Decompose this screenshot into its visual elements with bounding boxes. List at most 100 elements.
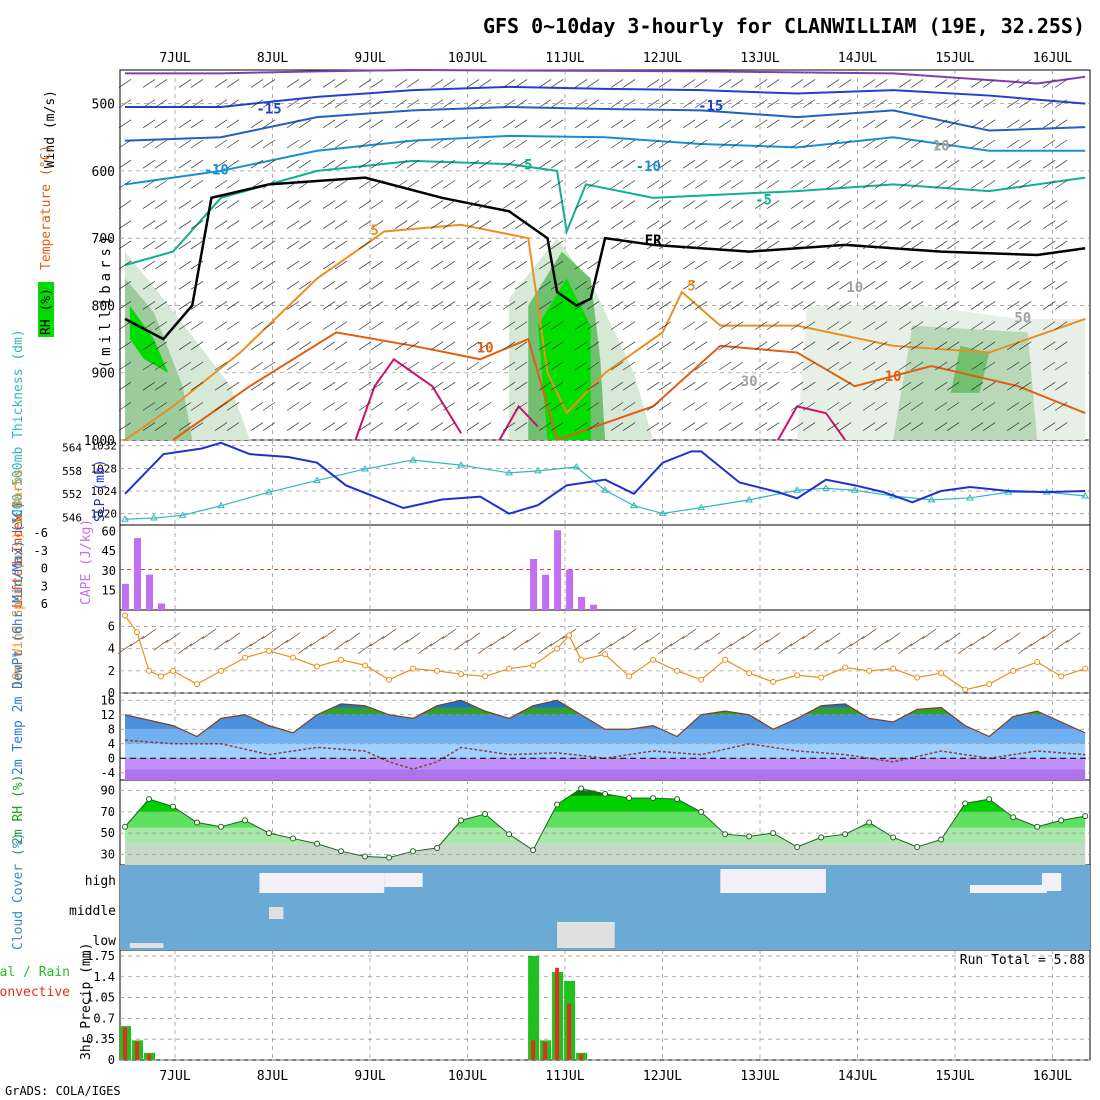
y-label-precip: 3hr Precip (mm) — [79, 943, 94, 1060]
wind-barb — [802, 422, 816, 431]
wind-barb — [874, 139, 888, 149]
wind-barb — [1054, 240, 1068, 250]
wind-barb — [430, 301, 444, 310]
wind-barb-10m — [825, 632, 841, 643]
wind-barb — [142, 361, 156, 371]
wind-barb — [646, 79, 660, 88]
wind-barb — [250, 139, 264, 149]
wind-barb-10m — [945, 632, 961, 643]
cloud-block — [129, 943, 164, 948]
wind-barb — [1042, 361, 1056, 371]
wind-barb — [934, 159, 948, 169]
wind-barb — [910, 341, 924, 351]
wind-speed-line-marker — [746, 670, 753, 677]
wind-barb — [190, 381, 204, 391]
contour-label: 5 — [370, 223, 378, 239]
wind-barb — [766, 159, 780, 169]
wind-barb — [154, 260, 168, 270]
wind-barb — [1018, 402, 1032, 411]
wind-barb — [910, 280, 924, 290]
rh-line-marker — [458, 817, 465, 824]
wind-speed-line-marker — [338, 656, 345, 663]
rh-band — [125, 795, 1086, 812]
wind-barb-10m — [381, 628, 397, 640]
wind-barb — [586, 422, 600, 431]
wind-barb — [262, 220, 276, 230]
temp-contour-15c — [777, 405, 846, 441]
rh-line-marker — [986, 796, 993, 803]
wind-barb — [970, 139, 984, 149]
wind-barb — [646, 220, 660, 230]
wind-barb — [514, 220, 528, 230]
wind-barb — [1042, 240, 1056, 250]
temp-contour-minus10 — [124, 134, 1086, 186]
wind-barb — [538, 341, 552, 351]
wind-barb-10m — [453, 639, 469, 651]
thickness-line-marker — [457, 461, 465, 468]
wind-barb — [370, 341, 384, 351]
wind-barb — [970, 240, 984, 250]
wind-barb-10m — [501, 628, 517, 640]
wind-barb — [394, 200, 408, 209]
y-label-thickness: 1000-500mb Thickness (dm) — [11, 329, 26, 525]
cloud-block — [720, 869, 826, 893]
wind-barb — [838, 220, 852, 230]
wind-barb — [574, 99, 588, 108]
wind-barb — [406, 321, 420, 330]
wind-barb — [226, 99, 240, 108]
wind-barb — [574, 341, 588, 351]
wind-barb — [790, 200, 804, 209]
wind-barb — [262, 200, 276, 209]
wind-barb — [514, 402, 528, 411]
wind-barb — [478, 220, 492, 230]
wind-barb — [142, 180, 156, 189]
wind-barb — [982, 381, 996, 391]
wind-barb — [766, 381, 780, 391]
wind-barb — [142, 139, 156, 149]
wind-barb — [550, 119, 564, 129]
contour-label: 5 — [524, 158, 532, 174]
wind-barb — [286, 402, 300, 411]
wind-barb — [226, 139, 240, 149]
wind-barb — [538, 240, 552, 250]
rh-line-marker — [1082, 813, 1089, 820]
cloud-block — [384, 873, 423, 887]
wind-barb — [286, 79, 300, 88]
wind-barb — [1018, 240, 1032, 250]
wind-barb — [982, 240, 996, 250]
wind-barb-10m — [933, 639, 949, 651]
y-label-slp: SLP (mb) — [93, 459, 108, 522]
wind-barb — [574, 361, 588, 371]
wind-barb — [898, 119, 912, 129]
wind-barb — [214, 180, 228, 189]
wind-barb — [682, 79, 696, 88]
wind-barb — [262, 280, 276, 290]
wind-barb — [790, 79, 804, 88]
wind-barb — [262, 79, 276, 88]
wind-barb-10m — [357, 643, 373, 655]
wind-barb-10m — [129, 636, 145, 647]
wind-barb — [934, 361, 948, 371]
rh-line-marker — [794, 843, 801, 850]
wind-barb — [334, 381, 348, 391]
wind-barb — [502, 200, 516, 209]
wind-barb — [766, 280, 780, 290]
wind-barb — [394, 321, 408, 330]
wind-barb — [874, 79, 888, 88]
wind-barb-10m — [417, 643, 433, 655]
wind-barb — [934, 79, 948, 88]
wind-barb — [874, 341, 888, 351]
rh-line-marker — [482, 811, 489, 817]
wind-barb — [226, 280, 240, 290]
wind-barb — [358, 361, 372, 371]
x-tick-bottom: 9JUL — [354, 1069, 385, 1084]
wind-barb — [406, 99, 420, 108]
wind-barb-10m — [993, 639, 1009, 651]
wind-barb-10m — [321, 628, 337, 640]
wind-barb — [1018, 280, 1032, 290]
wind-barb — [298, 180, 312, 189]
wind-barb — [478, 280, 492, 290]
wind-barb — [430, 99, 444, 108]
wind-barb-10m — [1017, 643, 1033, 655]
wind-barb — [610, 301, 624, 310]
